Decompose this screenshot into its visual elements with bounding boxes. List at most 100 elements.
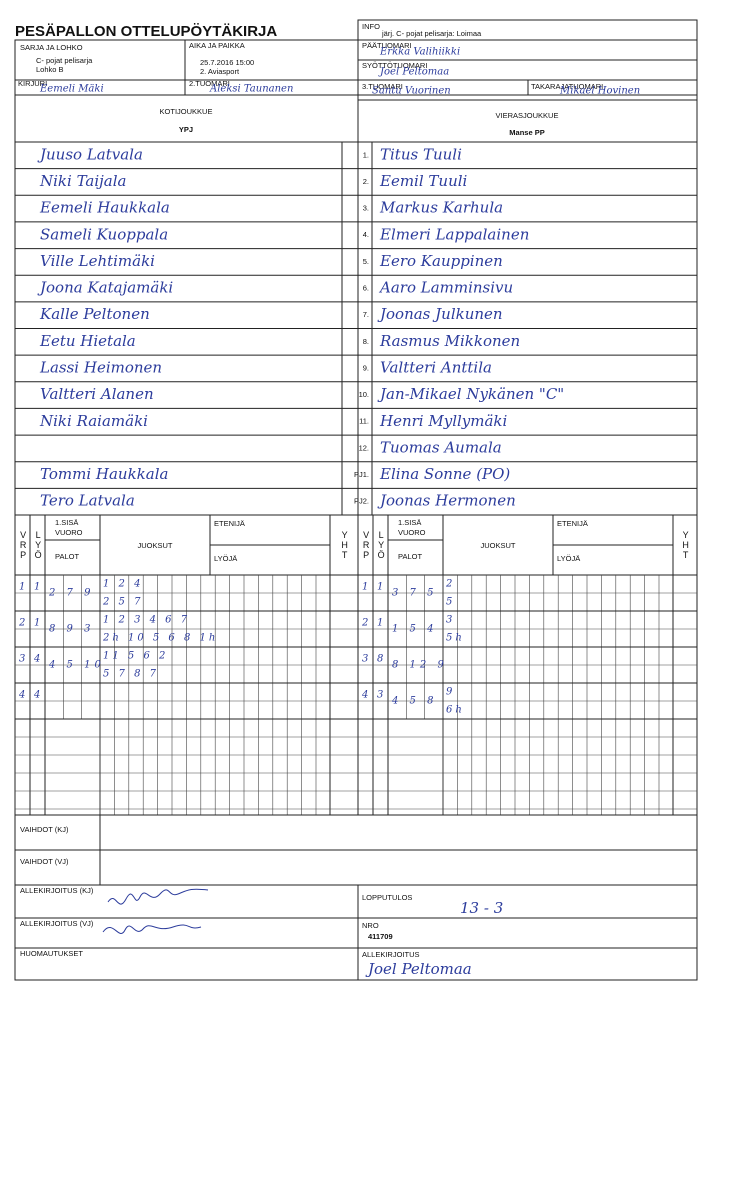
- field-text: 4 5 10: [48, 660, 105, 671]
- field-text: KOTIJOUKKUE: [160, 107, 213, 116]
- field-text: VRP: [18, 530, 28, 560]
- field-text: INFO: [362, 22, 380, 31]
- field-text: LYÖJÄ: [557, 554, 580, 563]
- field-text: järj. C- pojat pelisarja: Loimaa: [381, 29, 482, 38]
- field-text: 3.: [363, 204, 369, 213]
- field-text: 8 9 3: [49, 624, 94, 635]
- field-text: Rasmus Mikkonen: [379, 332, 520, 350]
- field-text: ETENIJÄ: [557, 519, 588, 528]
- field-text: Henri Myllymäki: [379, 412, 508, 430]
- field-text: PALOT: [398, 552, 422, 561]
- field-text: 1: [19, 582, 25, 593]
- field-text: ALLEKIRJOITUS: [362, 950, 420, 959]
- field-text: ALLEKIRJOITUS (VJ): [20, 919, 94, 928]
- field-text: PALOT: [55, 552, 79, 561]
- field-text: SYÖTTÖTUOMARI: [362, 61, 427, 70]
- field-text: 6.: [363, 284, 369, 293]
- field-text: Joonas Hermonen: [377, 492, 516, 510]
- field-text: 2h 10 5 6 8 1h: [102, 633, 218, 644]
- field-text: 1: [34, 582, 40, 593]
- field-text: 1.: [363, 150, 369, 159]
- field-text: Sameli Kuoppala: [40, 225, 168, 243]
- field-text: 11.: [359, 417, 369, 426]
- field-text: 9.: [363, 363, 369, 372]
- field-text: Markus Karhula: [379, 199, 503, 217]
- form-frame: [14, 39, 698, 981]
- field-text: 1: [34, 618, 40, 629]
- field-text: Aleksi Taunanen: [209, 84, 293, 95]
- field-text: SARJA JA LOHKO: [20, 43, 83, 52]
- field-text: VRP: [361, 530, 371, 560]
- field-text: C- pojat pelisarja: [36, 56, 93, 65]
- field-text: ALLEKIRJOITUS (KJ): [20, 886, 94, 895]
- field-text: 13 - 3: [460, 899, 503, 917]
- field-text: 4 5 8: [391, 696, 437, 707]
- field-text: 4: [18, 690, 25, 701]
- field-text: Joel Peltomaa: [378, 67, 449, 78]
- field-text: 5: [446, 597, 455, 608]
- field-text: ETENIJÄ: [214, 519, 245, 528]
- field-text: 7.: [363, 310, 369, 319]
- field-text: 3: [19, 654, 25, 665]
- field-text: PJ1.: [354, 470, 369, 479]
- field-text: VIERASJOUKKUE: [496, 111, 559, 120]
- field-text: 8 12 9: [392, 660, 448, 671]
- field-text: 25.7.2016 15:00: [200, 58, 254, 67]
- field-text: Titus Tuuli: [380, 145, 462, 163]
- field-text: 1: [377, 582, 383, 593]
- field-text: 4: [361, 690, 368, 701]
- field-text: 2 7 9: [48, 588, 94, 599]
- field-text: 2: [445, 579, 455, 590]
- field-text: YHT: [681, 530, 691, 560]
- field-text: HUOMAUTUKSET: [20, 949, 83, 958]
- field-text: 9: [446, 687, 455, 698]
- field-text: YHT: [340, 530, 350, 560]
- field-text: 1 2 4: [103, 579, 143, 590]
- field-text: Eero Kauppinen: [379, 252, 503, 270]
- field-text: Juuso Latvala: [37, 145, 143, 163]
- field-text: JUOKSUT: [480, 541, 515, 550]
- field-text: 1.SISÄ: [398, 518, 421, 527]
- field-text: Lohko B: [36, 65, 64, 74]
- signature-scribble: [102, 888, 209, 934]
- field-text: Valtteri Anttila: [380, 358, 492, 376]
- field-text: 5.: [363, 257, 369, 266]
- field-text: JUOKSUT: [137, 541, 172, 550]
- field-text: 12.: [359, 443, 369, 452]
- field-text: 3: [377, 690, 383, 701]
- field-text: Niki Taijala: [39, 172, 127, 190]
- field-text: LYÖJÄ: [214, 554, 237, 563]
- field-text: AIKA JA PAIKKA: [189, 41, 245, 50]
- title: PESÄPALLON OTTELUPÖYTÄKIRJA: [15, 23, 277, 40]
- field-text: VAIHDOT (VJ): [20, 857, 69, 866]
- field-text: LYÖ: [376, 530, 386, 560]
- field-text: Eemeli Mäki: [39, 84, 104, 95]
- field-text: VUORO: [55, 528, 83, 537]
- field-text: Ville Lehtimäki: [40, 252, 155, 270]
- field-text: Eetu Hietala: [39, 332, 136, 350]
- field-text: 411709: [368, 932, 393, 941]
- field-text: Tuomas Aumala: [380, 438, 502, 456]
- field-text: 3.TUOMARI: [362, 82, 403, 91]
- field-text: 1 5 4: [392, 624, 437, 635]
- field-text: 5 7 8 7: [103, 669, 159, 680]
- field-text: Aaro Lamminsivu: [378, 279, 513, 297]
- field-text: 1: [377, 618, 383, 629]
- field-text: LYÖ: [33, 530, 43, 560]
- field-text: Tommi Haukkala: [40, 465, 168, 483]
- field-text: KIRJURI: [18, 79, 47, 88]
- field-text: Erkka Valihiikki: [379, 47, 460, 58]
- field-text: 10.: [359, 390, 369, 399]
- field-text: 2.TUOMARI: [189, 79, 230, 88]
- field-text: Tero Latvala: [40, 492, 135, 510]
- field-text: 2. Aviasport: [200, 67, 240, 76]
- field-text: Santu Vuorinen: [372, 86, 451, 97]
- field-text: Kalle Peltonen: [39, 305, 150, 323]
- field-text: 11 5 6 2: [103, 651, 168, 662]
- field-text: Elina Sonne (PO): [379, 465, 510, 483]
- field-text: Joona Katajamäki: [37, 279, 173, 297]
- field-text: 1 2 3 4 6 7: [103, 615, 190, 626]
- field-text: 2.: [363, 177, 369, 186]
- field-text: VAIHDOT (KJ): [20, 825, 69, 834]
